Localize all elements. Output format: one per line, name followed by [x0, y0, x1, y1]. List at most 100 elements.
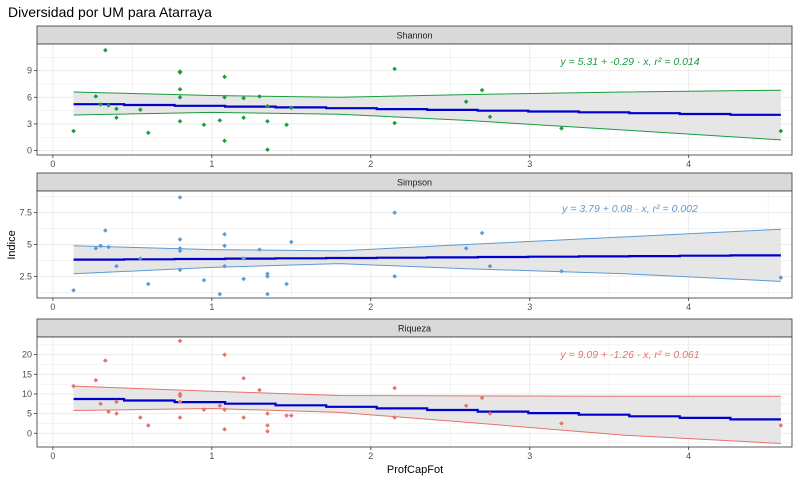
- x-tick-label: 3: [527, 451, 532, 461]
- ci-upper-line: [73, 385, 781, 397]
- data-point: [114, 106, 119, 112]
- trend-line: [73, 103, 781, 116]
- data-point: [222, 352, 227, 357]
- data-point: [265, 271, 270, 277]
- regression-equation: y = 9.09 + -1.26 · x, r² = 0.061: [559, 349, 699, 361]
- data-point: [559, 268, 564, 274]
- data-point: [241, 375, 246, 381]
- panel-border: [36, 336, 793, 448]
- data-point: [284, 281, 289, 287]
- x-tick-label: 3: [527, 159, 532, 169]
- y-tick-label: 5: [27, 409, 32, 419]
- data-point: [463, 246, 469, 251]
- x-tick-label: 2: [368, 159, 373, 169]
- data-point: [265, 411, 270, 416]
- y-tick-label: 15: [22, 369, 32, 379]
- data-point: [177, 393, 183, 399]
- y-tick-label: 9: [27, 66, 32, 76]
- data-point: [559, 421, 564, 426]
- y-axis-title: Indice: [6, 230, 18, 259]
- data-point: [114, 399, 119, 405]
- x-axis-title: ProfCapFot: [387, 464, 443, 476]
- data-point: [222, 138, 227, 144]
- facet-strip-label: Shannon: [396, 31, 432, 41]
- data-point: [177, 94, 183, 100]
- ci-lower-line: [73, 263, 781, 282]
- data-point: [217, 291, 223, 297]
- data-point: [177, 118, 183, 124]
- data-point: [559, 126, 564, 131]
- data-point: [145, 423, 151, 428]
- data-point: [479, 230, 485, 236]
- data-point: [217, 403, 223, 409]
- data-point: [392, 66, 397, 72]
- data-point: [265, 118, 270, 124]
- ci-lower-line: [73, 111, 781, 141]
- data-point: [106, 102, 111, 108]
- data-point: [487, 263, 493, 269]
- data-point: [114, 411, 119, 416]
- confidence-band: [73, 229, 781, 282]
- data-point: [138, 256, 143, 261]
- x-tick-label: 4: [686, 302, 691, 312]
- panel-border: [36, 43, 793, 156]
- x-tick-label: 0: [50, 159, 55, 169]
- y-tick-label: 7.5: [19, 208, 32, 218]
- facet-strip-label: Riqueza: [398, 324, 431, 334]
- data-point: [392, 385, 397, 391]
- data-point: [487, 411, 493, 416]
- data-point: [201, 122, 207, 128]
- data-point: [177, 246, 183, 251]
- data-point: [103, 47, 108, 53]
- regression-equation: y = 5.31 + -0.29 · x, r² = 0.014: [559, 56, 699, 68]
- data-point: [222, 94, 227, 100]
- trend-line: [73, 397, 781, 421]
- ci-upper-line: [73, 89, 781, 98]
- data-point: [284, 413, 289, 418]
- data-point: [222, 243, 227, 249]
- facet-simpson: Simpson y = 3.79 + 0.08 · x, r² = 0.002 0 1…: [19, 172, 793, 312]
- x-tick-label: 0: [50, 451, 55, 461]
- data-point: [222, 263, 227, 269]
- data-point: [114, 115, 119, 121]
- data-point: [289, 413, 294, 418]
- data-point: [257, 387, 262, 393]
- data-point: [201, 407, 207, 412]
- data-point: [177, 415, 183, 420]
- y-tick-label: 3: [27, 119, 32, 129]
- data-point: [265, 274, 270, 279]
- data-point: [177, 70, 183, 75]
- data-point: [98, 102, 103, 107]
- data-point: [778, 423, 784, 428]
- data-point: [265, 291, 270, 297]
- x-tick-label: 4: [686, 451, 691, 461]
- data-point: [177, 338, 183, 344]
- y-tick-label: 0: [27, 428, 32, 438]
- x-tick-label: 2: [368, 302, 373, 312]
- x-tick-label: 4: [686, 159, 691, 169]
- data-point: [201, 277, 207, 283]
- data-point: [241, 415, 246, 420]
- data-point: [177, 248, 183, 254]
- data-point: [98, 401, 103, 407]
- data-point: [138, 415, 143, 420]
- data-point: [265, 428, 270, 434]
- data-point: [114, 263, 119, 269]
- data-point: [479, 395, 485, 401]
- data-point: [265, 103, 270, 109]
- data-point: [289, 105, 294, 111]
- data-point: [103, 228, 108, 233]
- data-point: [138, 107, 143, 113]
- facet-riqueza: Riqueza y = 9.09 + -1.26 · x, r² = 0.061 0…: [22, 318, 793, 461]
- trend-line: [73, 254, 781, 261]
- y-tick-label: 10: [22, 389, 32, 399]
- y-tick-label: 20: [22, 350, 32, 360]
- confidence-band: [73, 90, 781, 140]
- data-point: [392, 274, 397, 279]
- data-point: [93, 94, 99, 99]
- data-point: [145, 130, 151, 136]
- data-point: [98, 243, 103, 249]
- data-point: [222, 427, 227, 432]
- data-point: [257, 247, 262, 252]
- data-point: [222, 407, 227, 412]
